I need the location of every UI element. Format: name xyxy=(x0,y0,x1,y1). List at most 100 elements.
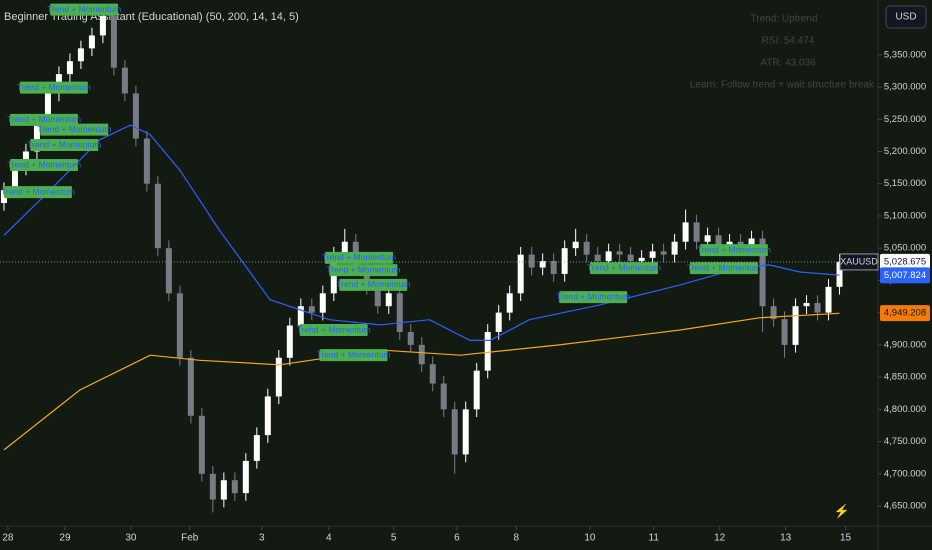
currency-button[interactable] xyxy=(885,5,927,29)
candle-body xyxy=(550,261,557,274)
annotation-box xyxy=(30,139,99,152)
candle-body xyxy=(341,241,348,255)
symbol-box xyxy=(839,253,879,271)
x-tick-label: 30 xyxy=(125,533,137,544)
candle-body xyxy=(671,241,678,255)
annotation-box xyxy=(559,291,628,304)
annotation-box xyxy=(10,159,79,172)
candle-body xyxy=(308,306,315,313)
annotation-text: Trend + Momentum xyxy=(17,82,91,92)
candle-body xyxy=(715,235,722,249)
x-tick-label: 15 xyxy=(840,533,852,544)
candle-body xyxy=(33,125,40,152)
candle-body xyxy=(319,293,326,313)
candle-body xyxy=(737,241,744,245)
annotation-text: Trend + Momentum xyxy=(297,324,371,334)
x-tick-label: 29 xyxy=(59,533,71,544)
info-text: RSI: 54.474 xyxy=(762,36,815,47)
price-label: 4,949.208 xyxy=(884,308,926,319)
x-tick-label: 3 xyxy=(259,533,265,544)
candle-body xyxy=(462,409,469,455)
annotation-text: Trend + Momentum xyxy=(697,244,771,254)
y-tick-label: 4,750.000 xyxy=(884,436,926,447)
candle-body xyxy=(814,302,821,313)
candle-body xyxy=(583,241,590,255)
annotation-text: Trend + Momentum xyxy=(336,279,410,289)
y-tick-label: 4,850.000 xyxy=(884,372,926,383)
candle-body xyxy=(253,435,260,461)
annotation-box xyxy=(329,264,398,277)
candle-body xyxy=(231,480,238,494)
candle-body xyxy=(473,370,480,410)
annotation-text: Trend + Momentum xyxy=(556,291,630,301)
annotation-box xyxy=(699,244,768,257)
candle-body xyxy=(297,306,304,326)
info-text: Trend: Uptrend xyxy=(751,14,818,25)
candle-body xyxy=(528,254,535,268)
annotation-box xyxy=(50,3,119,16)
annotation-box xyxy=(324,251,393,264)
annotation-box xyxy=(319,349,388,362)
candle-body xyxy=(616,251,623,255)
candle-body xyxy=(165,248,172,294)
annotation-text: Trend + Momentum xyxy=(316,349,390,359)
candle-body xyxy=(44,93,51,126)
annotation-text: Trend + Momentum xyxy=(687,262,761,272)
annotation-box xyxy=(299,324,368,337)
candle-body xyxy=(594,254,601,262)
candle-body xyxy=(132,93,139,139)
price-label-box xyxy=(880,267,930,284)
annotation-text: Trend + Momentum xyxy=(1,186,75,196)
annotation-text: Trend + Momentum xyxy=(7,159,81,169)
x-tick-label: 28 xyxy=(2,533,14,544)
currency-label[interactable]: USD xyxy=(895,12,916,23)
candle-body xyxy=(495,312,502,332)
candle-body xyxy=(88,35,95,49)
candle-body xyxy=(627,254,634,262)
candle-body xyxy=(275,357,282,397)
lightning-icon[interactable]: ⚡ xyxy=(834,503,850,519)
x-tick-label: 10 xyxy=(584,533,596,544)
candle-body xyxy=(242,460,249,494)
candle-body xyxy=(759,238,766,307)
info-text: ATR: 43.036 xyxy=(760,58,816,69)
candle-body xyxy=(363,267,370,287)
candle-body xyxy=(682,222,689,242)
candle-body xyxy=(451,409,458,455)
candle-body xyxy=(220,480,227,500)
candle-body xyxy=(781,319,788,345)
x-tick-label: Feb xyxy=(181,533,199,544)
annotation-text: Trend + Momentum xyxy=(7,114,81,124)
y-tick-label: 5,300.000 xyxy=(884,82,926,93)
candle-body xyxy=(660,251,667,255)
candle-body xyxy=(484,331,491,371)
candle-body xyxy=(704,235,711,242)
x-tick-label: 13 xyxy=(780,533,792,544)
candle-body xyxy=(77,48,84,62)
annotation-box xyxy=(19,81,88,94)
candle-body xyxy=(748,238,755,245)
candle-body xyxy=(418,344,425,365)
price-label-box xyxy=(880,253,930,270)
candle-body xyxy=(110,16,117,68)
candle-body xyxy=(99,16,106,36)
candle-body xyxy=(429,364,436,384)
x-tick-label: 4 xyxy=(326,533,332,544)
candle-body xyxy=(825,286,832,313)
symbol-label: XAUUSD xyxy=(840,256,878,266)
y-tick-label: 5,350.000 xyxy=(884,49,926,60)
candle-body xyxy=(374,286,381,307)
y-tick-label: 5,050.000 xyxy=(884,243,926,254)
y-tick-label: 4,700.000 xyxy=(884,468,926,479)
annotation-box xyxy=(339,278,408,291)
annotation-box xyxy=(3,186,72,199)
x-tick-label: 11 xyxy=(649,533,660,544)
candle-body xyxy=(121,67,128,94)
candle-body xyxy=(506,293,513,313)
y-tick-label: 5,250.000 xyxy=(884,114,926,125)
candle-body xyxy=(561,248,568,274)
candle-body xyxy=(11,167,18,191)
candle-body xyxy=(187,357,194,416)
y-tick-label: 5,100.000 xyxy=(884,210,926,221)
